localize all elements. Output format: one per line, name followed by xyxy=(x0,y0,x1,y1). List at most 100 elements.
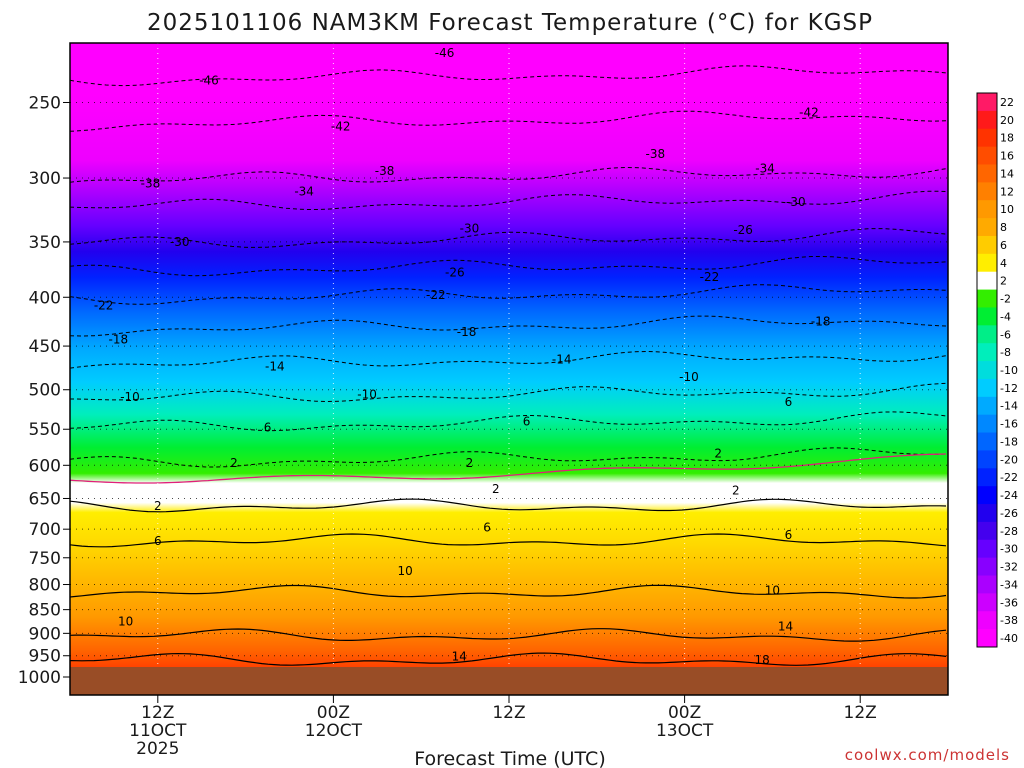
y-tick-label: 800 xyxy=(29,576,61,596)
colorbar-swatch xyxy=(977,235,997,255)
contour-label: 6 xyxy=(785,395,793,409)
contour-label: 6 xyxy=(483,520,491,534)
contour-label: 6 xyxy=(785,528,793,542)
isotherm-line xyxy=(70,498,947,513)
colorbar-swatch xyxy=(977,325,997,344)
x-axis-label: Forecast Time (UTC) xyxy=(414,748,605,768)
colorbar-swatch xyxy=(977,164,997,183)
colorbar-label: 8 xyxy=(1000,221,1007,234)
contour-label: 10 xyxy=(765,584,780,598)
ground-surface xyxy=(70,667,948,695)
colorbar-label: -10 xyxy=(1000,364,1018,377)
colorbar-label: -36 xyxy=(1000,596,1018,609)
contour-label: -26 xyxy=(445,266,465,280)
y-tick-label: 550 xyxy=(29,420,61,440)
colorbar-label: -40 xyxy=(1000,632,1018,645)
contour-label: -34 xyxy=(294,185,314,199)
colorbar-swatch xyxy=(977,396,997,416)
colorbar-label: -4 xyxy=(1000,310,1011,323)
contour-label: -14 xyxy=(265,360,285,374)
colorbar-swatch xyxy=(977,414,997,434)
colorbar-label: -30 xyxy=(1000,543,1018,556)
grid-lines xyxy=(70,43,948,695)
colorbar-swatch xyxy=(977,128,997,148)
colorbar-swatch xyxy=(977,146,997,165)
colorbar-swatch xyxy=(977,504,997,523)
contour-label: -38 xyxy=(375,164,395,178)
contour-label: -30 xyxy=(170,235,190,249)
y-tick-label: 700 xyxy=(29,520,61,540)
contour-label: 6 xyxy=(154,534,162,548)
colorbar-label: -38 xyxy=(1000,614,1018,627)
y-tick-label: 950 xyxy=(29,647,61,667)
y-tick-label: 250 xyxy=(29,93,61,113)
colorbar-label: -18 xyxy=(1000,435,1018,448)
contour-label: -10 xyxy=(357,388,377,402)
colorbar-swatch xyxy=(977,629,997,648)
isotherm-line xyxy=(70,584,947,599)
contour-label: 2 xyxy=(492,482,500,496)
x-tick-label: 00Z xyxy=(317,703,350,723)
colorbar-label: 10 xyxy=(1000,203,1014,216)
colorbar-label: -24 xyxy=(1000,489,1018,502)
y-tick-label: 500 xyxy=(29,381,61,401)
plot-area: -50-46-46-42-42-38-38-38-34-34-30-30-30-… xyxy=(70,43,948,695)
contour-label: -22 xyxy=(94,298,114,312)
contour-label: -18 xyxy=(457,325,477,339)
contour-label: 2 xyxy=(154,499,162,513)
colorbar-label: -32 xyxy=(1000,561,1018,574)
colorbar-label: -34 xyxy=(1000,578,1018,591)
y-tick-label: 750 xyxy=(29,549,61,569)
colorbar-swatch xyxy=(977,253,997,273)
contour-label: -30 xyxy=(460,222,480,236)
contour-label: -22 xyxy=(700,270,720,284)
x-tick-label: 12Z xyxy=(492,703,525,723)
colorbar-swatch xyxy=(977,557,997,577)
colorbar-label: -26 xyxy=(1000,507,1018,520)
y-tick-label: 600 xyxy=(29,456,61,476)
colorbar-swatch xyxy=(977,521,997,541)
colorbar-swatch xyxy=(977,486,997,505)
contour-label: -26 xyxy=(733,223,753,237)
colorbar-swatch xyxy=(977,307,997,326)
colorbar-label: 2 xyxy=(1000,275,1007,288)
contour-label: -18 xyxy=(108,333,128,347)
colorbar-swatch xyxy=(977,450,997,469)
contour-label: 2 xyxy=(466,456,474,470)
contour-label: -42 xyxy=(799,105,819,119)
colorbar-label: 16 xyxy=(1000,150,1014,163)
isotherm-line xyxy=(70,628,947,642)
contour-label: -22 xyxy=(426,288,446,302)
credit-text: coolwx.com/models xyxy=(845,746,1010,764)
x-tick-label: 13OCT xyxy=(656,721,714,741)
colorbar-swatch xyxy=(977,343,997,362)
chart-title: 2025101106 NAM3KM Forecast Temperature (… xyxy=(147,10,873,36)
colorbar-swatch xyxy=(977,378,997,398)
colorbar-swatch xyxy=(977,611,997,630)
colorbar-label: -6 xyxy=(1000,328,1011,341)
contour-label: 14 xyxy=(778,619,793,633)
colorbar-label: -20 xyxy=(1000,453,1018,466)
colorbar-label: 4 xyxy=(1000,257,1007,270)
x-tick-label: 11OCT xyxy=(129,721,187,741)
isotherm-line xyxy=(70,533,947,548)
contour-label: 10 xyxy=(118,615,133,629)
y-tick-label: 300 xyxy=(29,169,61,189)
contour-labels: -50-46-46-42-42-38-38-38-34-34-30-30-30-… xyxy=(94,46,831,667)
y-tick-label: 900 xyxy=(29,624,61,644)
colorbar-label: 18 xyxy=(1000,132,1014,145)
colorbar-swatch xyxy=(977,93,997,112)
colorbar-label: -28 xyxy=(1000,525,1018,538)
colorbar-swatch xyxy=(977,539,997,559)
contour-label: -14 xyxy=(552,353,572,367)
x-tick-label: 12OCT xyxy=(305,721,363,741)
y-tick-label: 1000 xyxy=(18,668,61,688)
colorbar-label: -8 xyxy=(1000,346,1011,359)
y-tick-label: 650 xyxy=(29,489,61,509)
contour-label: 2 xyxy=(714,446,722,460)
colorbar-swatch xyxy=(977,432,997,451)
colorbar-label: 12 xyxy=(1000,185,1014,198)
contour-label: -10 xyxy=(679,370,699,384)
x-tick-label: 12Z xyxy=(844,703,877,723)
